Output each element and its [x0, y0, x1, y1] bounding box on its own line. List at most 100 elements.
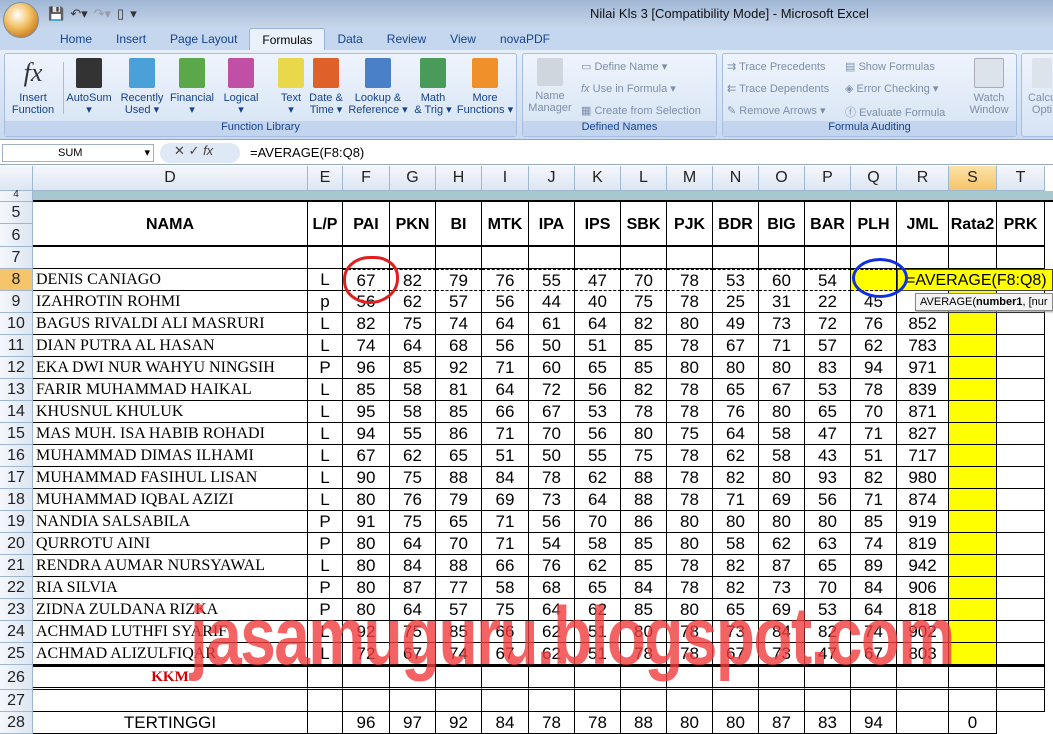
empty-cell[interactable]	[575, 665, 621, 690]
score-cell[interactable]: 78	[667, 445, 713, 467]
watch-window-button[interactable]: Watch Window	[963, 58, 1015, 116]
cancel-icon[interactable]: ✕	[174, 143, 185, 158]
empty-cell[interactable]	[949, 247, 997, 269]
score-cell[interactable]: 67	[343, 445, 390, 467]
score-cell[interactable]: 67	[343, 269, 390, 291]
score-cell[interactable]: 65	[436, 445, 482, 467]
row-header[interactable]: 11	[0, 335, 33, 357]
score-cell[interactable]: 70	[621, 269, 667, 291]
rank-cell[interactable]	[997, 445, 1045, 467]
score-cell[interactable]: 65	[805, 401, 851, 423]
score-cell[interactable]: 75	[390, 467, 436, 489]
score-cell[interactable]: 62	[529, 643, 575, 665]
average-cell[interactable]	[949, 577, 997, 599]
score-cell[interactable]: 71	[482, 533, 529, 555]
score-cell[interactable]: 22	[805, 291, 851, 313]
empty-cell[interactable]	[343, 665, 390, 690]
score-cell[interactable]: 78	[667, 577, 713, 599]
empty-cell[interactable]	[667, 690, 713, 712]
score-cell[interactable]: 84	[851, 577, 897, 599]
score-cell[interactable]: 62	[851, 335, 897, 357]
score-cell[interactable]: 79	[436, 489, 482, 511]
row-header[interactable]: 23	[0, 599, 33, 621]
empty-cell[interactable]	[713, 247, 759, 269]
column-header-L[interactable]: L	[621, 166, 667, 191]
score-cell[interactable]: 47	[575, 269, 621, 291]
calculation-options-button[interactable]: CalcuOpti	[1024, 58, 1053, 116]
score-cell[interactable]: 73	[713, 621, 759, 643]
score-cell[interactable]: 66	[482, 401, 529, 423]
gender-cell[interactable]: P	[308, 357, 343, 379]
empty-cell[interactable]	[713, 690, 759, 712]
score-cell[interactable]: 75	[621, 291, 667, 313]
row-header[interactable]: 4	[0, 190, 33, 202]
score-cell[interactable]: 51	[575, 335, 621, 357]
gender-cell[interactable]: L	[308, 313, 343, 335]
score-cell[interactable]: 72	[805, 313, 851, 335]
sigma-button[interactable]: Σ AutoSum ▾	[65, 58, 113, 116]
trace-dependents-button[interactable]: ⇇ Trace Dependents	[727, 83, 830, 95]
tab-view[interactable]: View	[450, 32, 476, 46]
redo-icon[interactable]: ↷▾	[93, 6, 112, 21]
score-cell[interactable]: 57	[805, 335, 851, 357]
score-cell[interactable]: 58	[482, 577, 529, 599]
define-name-button[interactable]: ▭ Define Name ▾	[581, 61, 668, 73]
score-cell[interactable]: 44	[529, 291, 575, 313]
score-cell[interactable]: 89	[851, 555, 897, 577]
rank-cell[interactable]	[997, 357, 1045, 379]
score-cell[interactable]: 85	[621, 599, 667, 621]
empty-cell[interactable]	[805, 665, 851, 690]
score-cell[interactable]: 65	[713, 599, 759, 621]
score-cell[interactable]: 82	[713, 577, 759, 599]
score-cell[interactable]: 54	[529, 533, 575, 555]
undo-icon[interactable]: ↶▾	[70, 6, 88, 21]
column-header-H[interactable]: H	[436, 166, 482, 191]
empty-cell[interactable]	[390, 690, 436, 712]
rank-cell[interactable]	[997, 577, 1045, 599]
column-header-P[interactable]: P	[805, 166, 851, 191]
empty-cell[interactable]	[897, 712, 949, 734]
gender-cell[interactable]: L	[308, 335, 343, 357]
row-header[interactable]: 10	[0, 313, 33, 335]
row-header[interactable]: 7	[0, 247, 33, 269]
name-manager-button[interactable]: Name Manager	[527, 58, 573, 114]
score-cell[interactable]: 57	[436, 291, 482, 313]
student-name[interactable]: EKA DWI NUR WAHYU NINGSIH	[33, 357, 308, 379]
student-name[interactable]: DIAN PUTRA AL HASAN	[33, 335, 308, 357]
score-cell[interactable]: 76	[851, 313, 897, 335]
empty-cell[interactable]	[997, 690, 1045, 712]
score-cell[interactable]: 85	[436, 401, 482, 423]
score-cell[interactable]: 60	[529, 357, 575, 379]
rank-cell[interactable]	[997, 313, 1045, 335]
score-cell[interactable]: 70	[529, 423, 575, 445]
rank-cell[interactable]	[997, 533, 1045, 555]
score-cell[interactable]: 71	[713, 489, 759, 511]
rank-cell[interactable]	[997, 401, 1045, 423]
total-cell[interactable]: 902	[897, 621, 949, 643]
rank-cell[interactable]	[997, 467, 1045, 489]
empty-cell[interactable]	[759, 690, 805, 712]
row-header[interactable]: 21	[0, 555, 33, 577]
score-cell[interactable]: 71	[759, 335, 805, 357]
average-cell[interactable]	[949, 467, 997, 489]
tab-data[interactable]: Data	[337, 32, 363, 46]
score-cell[interactable]: 71	[851, 489, 897, 511]
empty-cell[interactable]	[308, 690, 343, 712]
empty-cell[interactable]	[897, 690, 949, 712]
average-cell[interactable]	[949, 445, 997, 467]
score-cell[interactable]: 67	[390, 643, 436, 665]
row-header[interactable]: 17	[0, 467, 33, 489]
book-lookup-button[interactable]: Lookup & Reference ▾	[347, 58, 409, 116]
score-cell[interactable]: 56	[482, 335, 529, 357]
score-cell[interactable]: 78	[667, 489, 713, 511]
row-header[interactable]: 9	[0, 291, 33, 313]
score-cell[interactable]: 82	[713, 555, 759, 577]
score-cell[interactable]: 80	[805, 511, 851, 533]
tab-review[interactable]: Review	[386, 32, 427, 46]
tab-insert[interactable]: Insert	[116, 32, 147, 46]
empty-cell[interactable]	[897, 247, 949, 269]
score-cell[interactable]: 73	[759, 577, 805, 599]
score-cell[interactable]: 70	[851, 401, 897, 423]
score-cell[interactable]: 64	[390, 335, 436, 357]
average-cell[interactable]	[949, 511, 997, 533]
